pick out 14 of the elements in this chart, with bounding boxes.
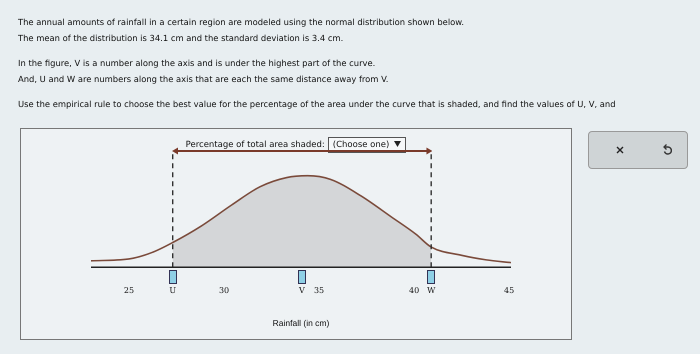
text: The annual amounts of rainfall in a certain region are modeled using the normal distribution shown below. The mean of the distribution is 34.1 cm and the standard deviation is 3.4 cm. bbox=[18, 16, 466, 45]
text: In the figure, V is a number along the axis and is under the highest part of the curve. And, U and W are numbers along the axis that are each the same distance away from V. bbox=[18, 57, 390, 86]
chart-title: Percentage of total area shaded: bbox=[186, 140, 325, 150]
x-tick-label: U bbox=[169, 286, 176, 296]
x-tick-label: W bbox=[427, 286, 436, 296]
x-tick-label: 25 bbox=[124, 286, 134, 296]
x-tick-label: 40 bbox=[408, 286, 420, 296]
x-axis-title: Rainfall (in cm) bbox=[272, 318, 330, 328]
text: (Choose one) bbox=[328, 137, 406, 153]
x-tick-label: 35 bbox=[314, 286, 324, 296]
x-tick-label: 30 bbox=[218, 286, 230, 296]
x-tick-label: V bbox=[298, 286, 306, 296]
x-tick-label: 45 bbox=[504, 286, 514, 296]
text: Use the empirical rule to choose the best value for the percentage of the area under the curve that is shaded, and find the values of U, V, and bbox=[18, 98, 617, 111]
